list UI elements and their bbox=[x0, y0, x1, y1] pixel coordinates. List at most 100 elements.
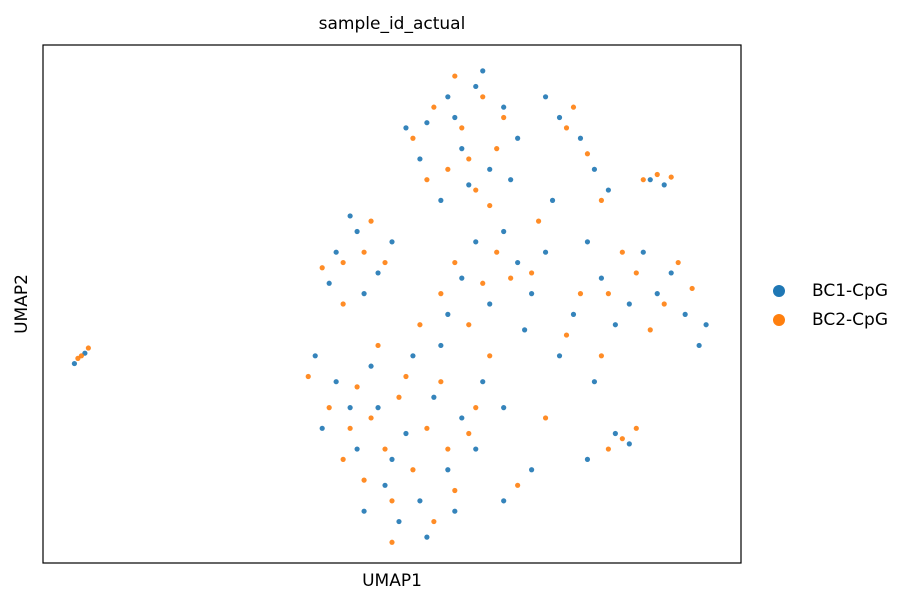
point bbox=[591, 379, 598, 385]
point bbox=[542, 94, 549, 100]
point bbox=[654, 291, 660, 297]
point bbox=[480, 379, 486, 385]
point bbox=[640, 177, 646, 183]
point bbox=[445, 94, 451, 100]
point bbox=[515, 259, 521, 266]
point bbox=[487, 353, 493, 359]
point bbox=[556, 114, 563, 121]
point bbox=[501, 114, 507, 121]
point bbox=[577, 291, 584, 297]
point bbox=[431, 394, 437, 400]
point bbox=[389, 456, 395, 462]
x-axis-label: UMAP1 bbox=[362, 571, 422, 591]
point bbox=[354, 446, 360, 452]
point bbox=[375, 405, 381, 411]
point bbox=[424, 177, 430, 183]
point bbox=[466, 322, 472, 328]
point bbox=[605, 446, 611, 452]
point bbox=[417, 156, 423, 162]
point bbox=[403, 373, 409, 380]
point bbox=[347, 213, 353, 219]
point bbox=[424, 425, 430, 431]
point bbox=[612, 430, 618, 437]
point bbox=[466, 430, 472, 437]
point bbox=[382, 482, 388, 488]
point bbox=[354, 384, 360, 390]
point bbox=[529, 291, 535, 297]
point bbox=[368, 218, 374, 224]
point bbox=[515, 135, 521, 141]
point bbox=[696, 342, 702, 349]
point bbox=[438, 379, 444, 385]
point bbox=[424, 534, 430, 540]
point bbox=[473, 83, 479, 90]
point bbox=[375, 342, 381, 349]
point bbox=[529, 270, 535, 276]
point bbox=[452, 487, 458, 494]
point bbox=[598, 275, 605, 281]
point bbox=[71, 360, 78, 367]
point bbox=[396, 518, 402, 525]
point bbox=[459, 125, 465, 131]
point bbox=[584, 151, 591, 157]
point bbox=[382, 259, 388, 266]
point bbox=[403, 430, 409, 437]
point bbox=[598, 353, 605, 359]
point bbox=[508, 177, 514, 183]
legend-label: BC1-CpG bbox=[812, 281, 888, 301]
point bbox=[347, 425, 353, 431]
point bbox=[326, 280, 332, 286]
point bbox=[389, 498, 395, 504]
point bbox=[473, 187, 479, 193]
point bbox=[431, 518, 437, 525]
point bbox=[473, 405, 479, 411]
point bbox=[354, 228, 360, 235]
point bbox=[466, 156, 472, 162]
point bbox=[668, 174, 674, 180]
point bbox=[417, 322, 423, 328]
point bbox=[619, 249, 625, 255]
plot-frame bbox=[42, 44, 742, 564]
point bbox=[501, 104, 507, 110]
point bbox=[619, 436, 625, 442]
point bbox=[487, 166, 493, 172]
point bbox=[612, 322, 618, 328]
point bbox=[480, 68, 486, 74]
point bbox=[675, 259, 681, 266]
point bbox=[319, 265, 325, 271]
point bbox=[480, 280, 486, 286]
point bbox=[473, 239, 479, 245]
point bbox=[640, 249, 646, 255]
point bbox=[626, 301, 632, 307]
point bbox=[410, 467, 416, 473]
point bbox=[542, 415, 549, 421]
point bbox=[333, 379, 339, 385]
point bbox=[508, 275, 514, 281]
point bbox=[333, 249, 339, 255]
point bbox=[654, 171, 660, 178]
point bbox=[445, 467, 451, 473]
point bbox=[661, 301, 667, 307]
point bbox=[361, 291, 367, 297]
point bbox=[556, 353, 563, 359]
point bbox=[424, 120, 430, 126]
points bbox=[71, 68, 709, 545]
point bbox=[668, 270, 674, 276]
point bbox=[515, 482, 521, 488]
point bbox=[389, 539, 395, 545]
point bbox=[389, 239, 395, 245]
point bbox=[563, 125, 570, 131]
point bbox=[340, 259, 346, 266]
point bbox=[633, 425, 639, 431]
point bbox=[312, 353, 318, 359]
point bbox=[647, 177, 653, 183]
point bbox=[563, 332, 570, 338]
point bbox=[682, 311, 688, 317]
point bbox=[452, 114, 458, 121]
point bbox=[410, 353, 416, 359]
point bbox=[361, 508, 367, 514]
point bbox=[445, 166, 451, 172]
point bbox=[605, 291, 611, 297]
point bbox=[452, 508, 458, 514]
